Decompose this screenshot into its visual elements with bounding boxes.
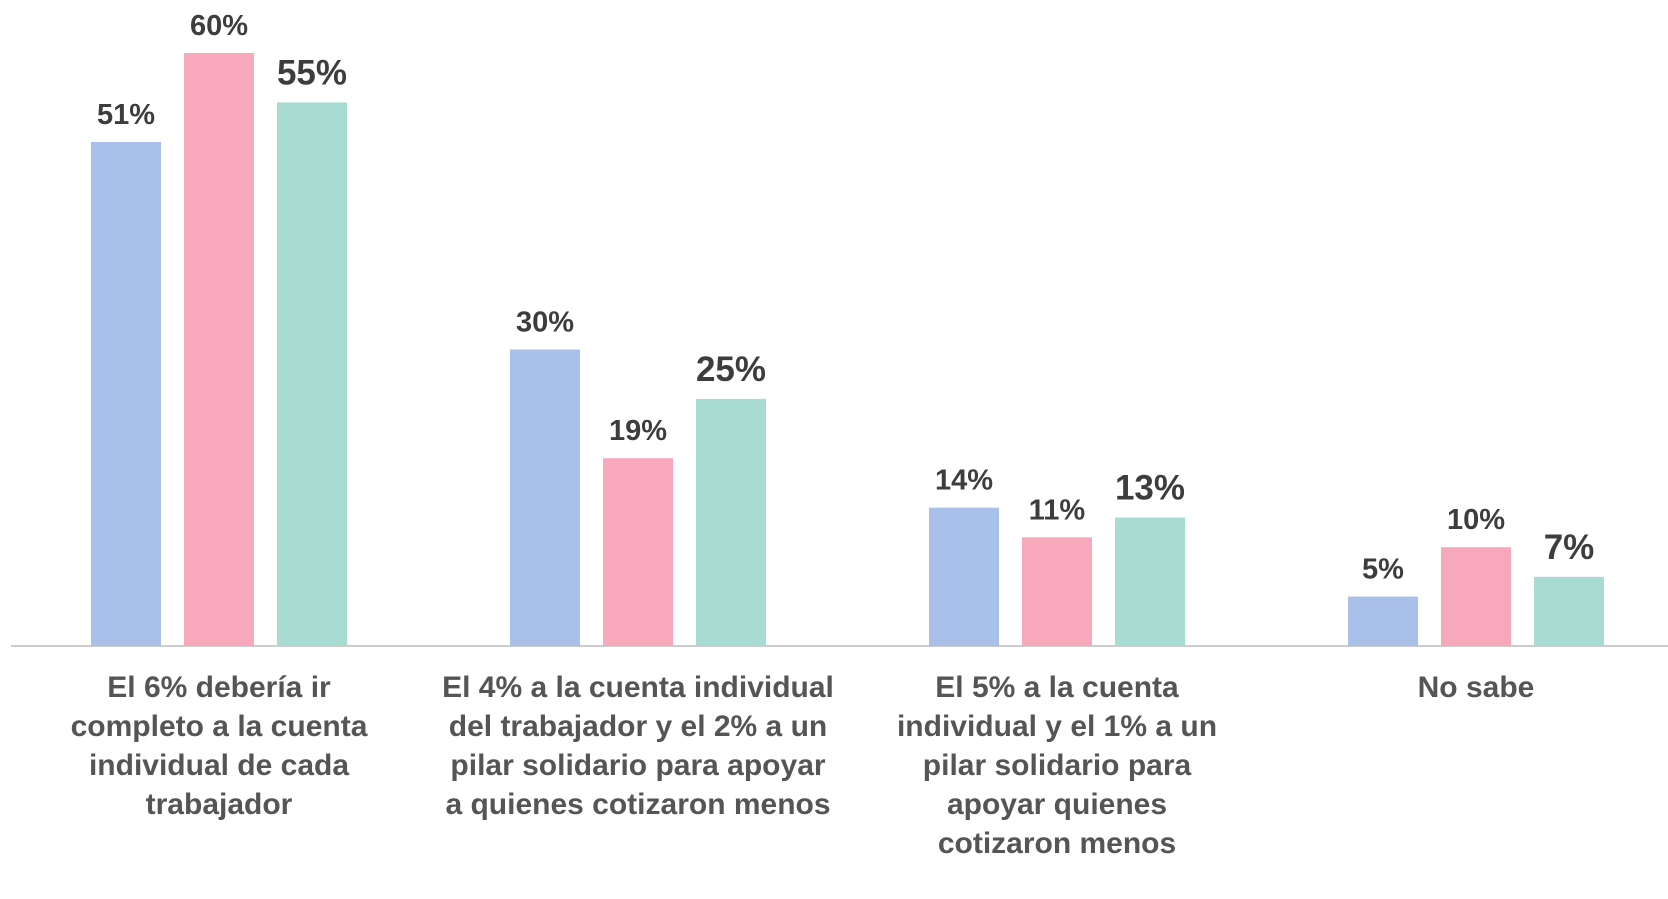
data-label: 55% [277, 53, 347, 92]
bar [1022, 537, 1092, 646]
bar [696, 398, 766, 646]
bar [184, 53, 254, 646]
data-label: 30% [516, 307, 574, 339]
x-tick-label: No sabe [1417, 671, 1535, 704]
x-tick-label: El 4% a la cuenta individual del trabaja… [442, 671, 834, 821]
bar [510, 349, 580, 646]
data-label: 11% [1029, 494, 1086, 526]
data-label: 60% [190, 10, 248, 42]
data-label: 10% [1447, 504, 1505, 536]
bar [1534, 576, 1604, 646]
bar [277, 102, 347, 646]
bar [1115, 517, 1185, 646]
data-label: 51% [97, 99, 155, 131]
bar [91, 141, 161, 646]
data-label: 13% [1115, 469, 1185, 508]
data-label: 19% [609, 415, 667, 447]
bar [1441, 547, 1511, 646]
x-tick-label: El 5% a la cuenta individual y el 1% a u… [896, 671, 1218, 860]
bar [929, 507, 999, 646]
data-label: 14% [935, 465, 993, 497]
bar [1348, 596, 1418, 646]
data-label: 25% [696, 350, 766, 389]
data-label: 7% [1544, 528, 1595, 567]
data-label: 5% [1362, 554, 1404, 586]
bar [603, 458, 673, 646]
x-tick-label: El 6% debería ir completo a la cuenta in… [70, 671, 368, 821]
